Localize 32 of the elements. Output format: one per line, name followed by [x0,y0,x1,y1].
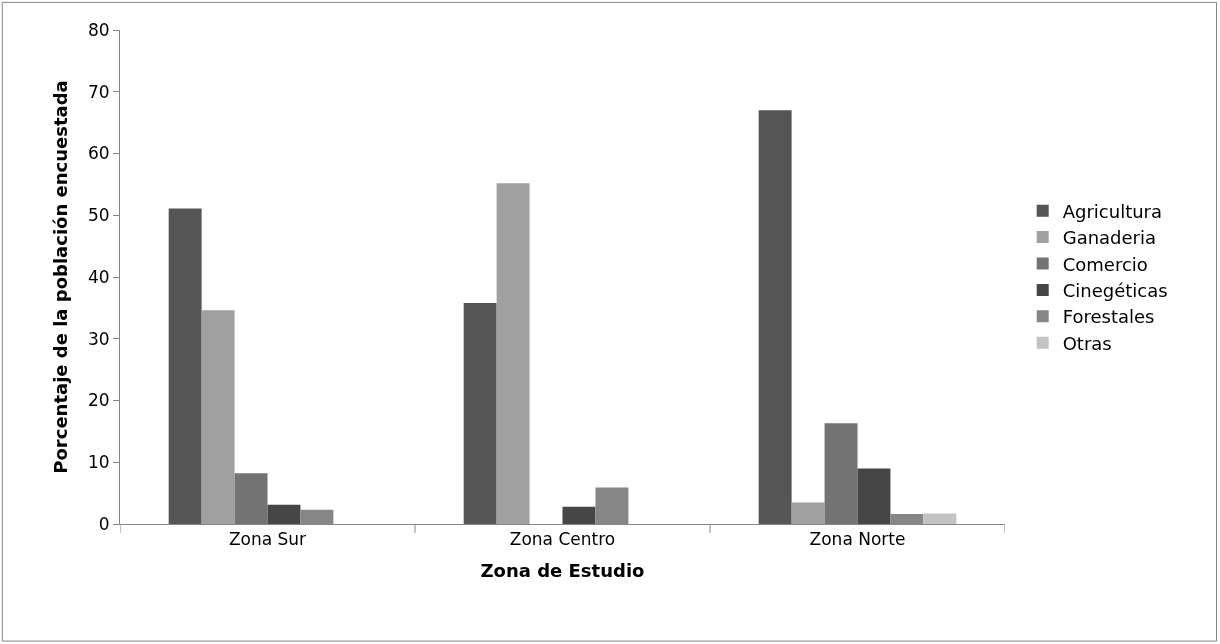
bar [201,310,235,524]
bar [463,302,497,524]
bar [857,468,891,524]
y-tick-label: 50 [87,205,110,226]
x-tick-label: Zona Norte [809,529,906,550]
legend-label: Ganaderia [1062,227,1157,249]
bar [758,110,792,524]
legend-label: Cinegéticas [1062,279,1168,301]
legend-label: Otras [1062,332,1112,354]
x-tick-label: Zona Sur [228,529,307,550]
bar [496,183,530,524]
bar [824,423,858,524]
bar [562,506,596,524]
y-tick-label: 10 [87,452,110,473]
bar [923,513,957,524]
y-tick-label: 30 [87,328,110,349]
bar [168,208,202,524]
y-tick-label: 70 [87,81,110,102]
legend-label: Comercio [1062,253,1148,275]
y-tick-label: 20 [87,390,110,411]
y-tick-label: 0 [98,513,110,534]
x-tick-label: Zona Centro [509,529,616,550]
bar [791,502,825,524]
y-axis-title: Porcentaje de la población encuestada [50,80,72,474]
legend-label: Agricultura [1062,200,1163,222]
bar [267,504,301,524]
legend-label: Forestales [1062,306,1155,328]
bar [234,473,268,524]
y-tick-label: 80 [87,19,110,40]
y-tick-label: 40 [87,266,110,287]
x-axis-title: Zona de Estudio [480,559,645,581]
y-tick-label: 60 [87,143,110,164]
